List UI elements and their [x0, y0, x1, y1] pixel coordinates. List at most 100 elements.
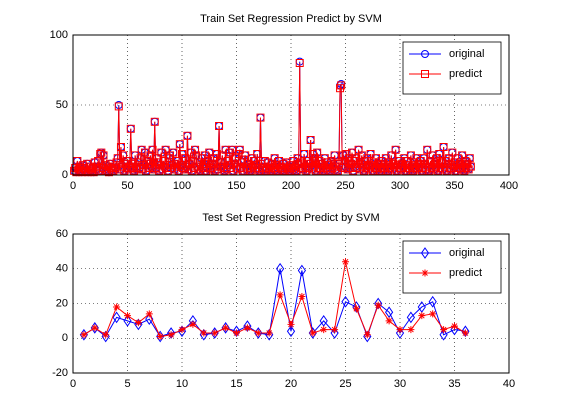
data-point [148, 145, 157, 154]
x-tick-label: 30 [394, 378, 406, 390]
data-point [113, 303, 121, 311]
y-tick-label: 60 [56, 228, 68, 240]
data-point [435, 150, 444, 158]
data-point [286, 325, 296, 338]
data-point [453, 154, 462, 163]
data-point [440, 326, 448, 334]
data-point [363, 331, 371, 339]
data-point [434, 166, 443, 175]
legend-label: original [449, 247, 484, 259]
data-point [428, 295, 437, 308]
subplot-title: Train Set Regression Predict by SVM [200, 13, 382, 25]
data-point [178, 326, 186, 334]
data-point [126, 124, 135, 133]
data-point [462, 164, 471, 172]
data-point [232, 162, 241, 171]
y-tick-label: 100 [50, 29, 68, 41]
data-point [387, 151, 396, 160]
data-point [275, 262, 285, 275]
data-point [466, 162, 475, 171]
legend: original predict [402, 240, 502, 294]
data-point [206, 165, 215, 174]
data-point [313, 148, 322, 157]
data-point [388, 165, 397, 174]
data-point [212, 150, 221, 158]
x-tick-label: 5 [124, 378, 130, 390]
x-tick-label: 35 [448, 378, 460, 390]
data-point [149, 165, 158, 174]
data-point [265, 329, 273, 337]
data-point [211, 329, 219, 337]
data-point [119, 151, 128, 160]
data-point [200, 329, 208, 337]
x-tick-label: 10 [176, 378, 188, 390]
data-point [324, 165, 333, 174]
data-point [254, 329, 262, 337]
subplot-title: Test Set Regression Predict by SVM [202, 212, 379, 224]
y-tick-label: 0 [62, 169, 68, 181]
data-point [368, 166, 377, 175]
data-point [222, 324, 230, 332]
data-point [228, 145, 237, 154]
legend-box [402, 41, 502, 95]
legend-marker [420, 247, 430, 259]
data-point [116, 143, 125, 151]
data-point [332, 162, 341, 171]
data-point [378, 164, 387, 172]
subplot: Test Set Regression Predict by SVM 0 5 10 15… [52, 212, 515, 390]
data-point [167, 331, 175, 339]
data-point [134, 158, 143, 167]
data-point [246, 166, 255, 175]
data-point [225, 148, 234, 157]
data-point [413, 165, 422, 174]
data-point [191, 145, 200, 154]
data-point [156, 333, 164, 341]
data-point [205, 148, 214, 157]
data-point [297, 264, 307, 277]
data-point [385, 317, 393, 325]
x-tick-label: 0 [70, 378, 76, 390]
data-point [403, 164, 412, 172]
data-point [366, 150, 375, 158]
data-point [134, 319, 142, 327]
data-point [224, 161, 233, 170]
subplot: Train Set Regression Predict by SVM 0 50 10… [50, 13, 519, 192]
data-point [320, 326, 328, 334]
data-point [154, 158, 163, 167]
data-point [407, 326, 415, 334]
data-point [145, 159, 154, 168]
legend-label: predict [449, 68, 482, 80]
data-point [180, 165, 189, 174]
data-point [331, 326, 339, 334]
data-point [384, 306, 394, 319]
x-tick-label: 50 [121, 180, 133, 192]
data-point [409, 166, 418, 175]
data-point [235, 145, 244, 154]
legend-marker [421, 50, 429, 58]
data-point [150, 117, 159, 126]
data-point [351, 162, 360, 171]
y-tick-label: 40 [56, 263, 68, 275]
data-point [186, 148, 195, 157]
data-point [293, 154, 302, 163]
data-point [87, 166, 96, 175]
data-point [319, 315, 328, 327]
data-point [341, 162, 350, 171]
data-point [140, 148, 149, 157]
data-point [289, 157, 298, 165]
data-point [306, 136, 315, 144]
data-point [147, 162, 156, 171]
data-point [352, 305, 360, 313]
x-tick-label: 300 [391, 180, 409, 192]
x-tick-label: 100 [173, 180, 191, 192]
data-point [114, 102, 123, 111]
data-point [174, 166, 183, 175]
data-point [372, 154, 381, 163]
data-point [211, 162, 220, 171]
data-point [80, 331, 88, 339]
data-point [374, 301, 382, 309]
data-point [336, 84, 345, 93]
data-point [110, 162, 119, 171]
data-point [157, 148, 166, 157]
data-point [406, 311, 416, 324]
